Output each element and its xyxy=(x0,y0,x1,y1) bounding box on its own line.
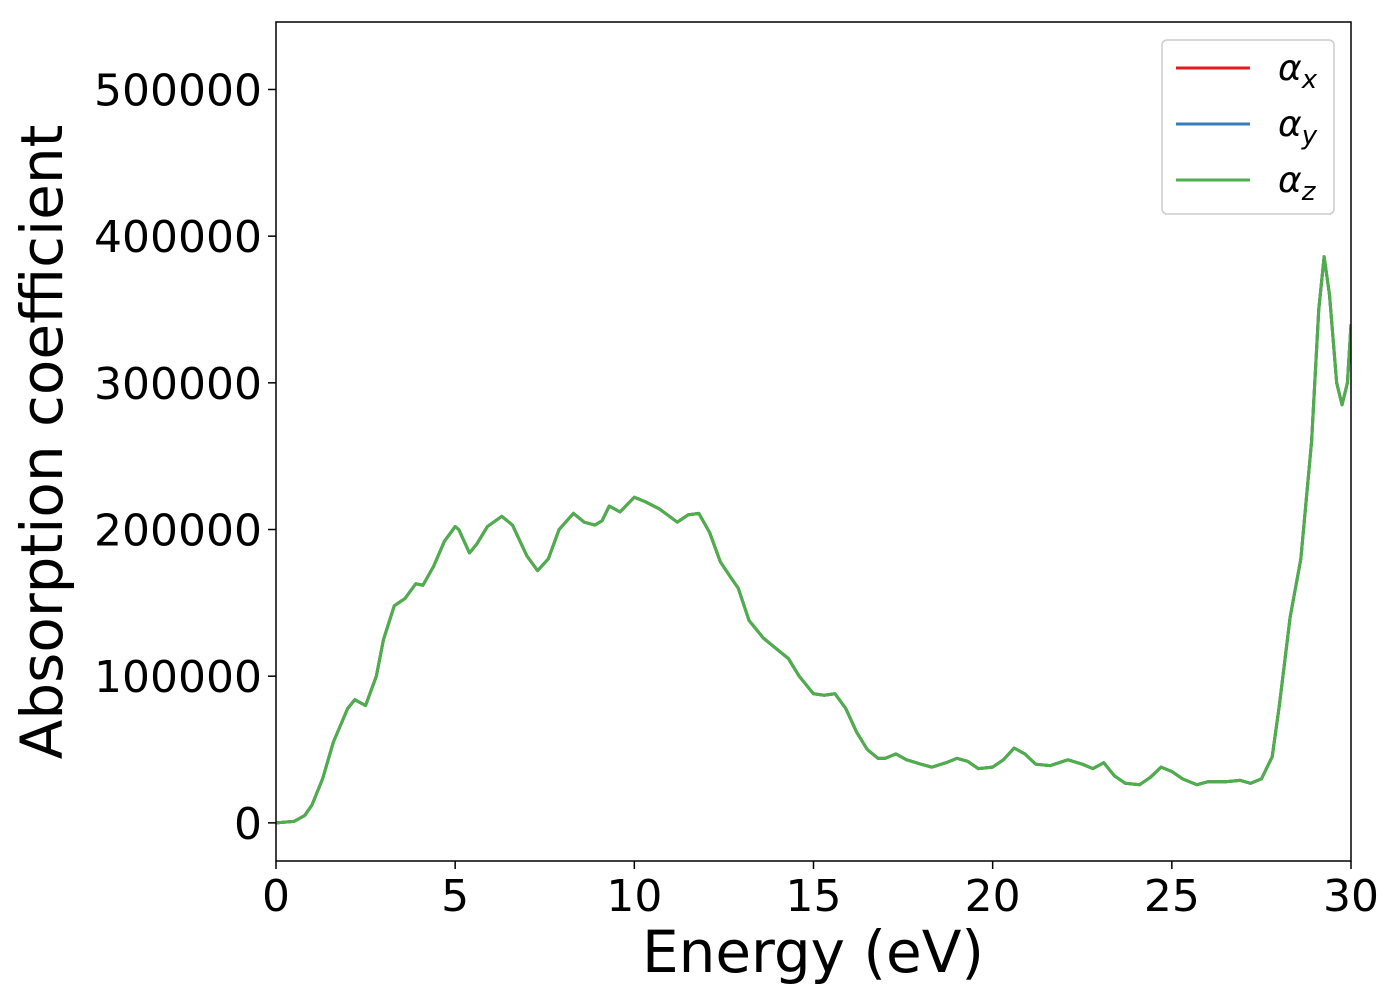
legend-label: αz xyxy=(1278,160,1317,207)
x-tick-label: 0 xyxy=(262,871,290,922)
plot-frame xyxy=(275,21,1352,862)
x-tick-label: 30 xyxy=(1323,871,1379,922)
x-tick-label: 10 xyxy=(606,871,662,922)
y-axis-label: Absorption coefficient xyxy=(8,125,76,760)
y-tick-label: 100000 xyxy=(94,652,262,703)
x-axis-label: Energy (eV) xyxy=(642,918,984,986)
x-tick-label: 5 xyxy=(441,871,469,922)
y-tick-label: 300000 xyxy=(94,359,262,410)
x-tick-label: 25 xyxy=(1144,871,1200,922)
y-tick-label: 200000 xyxy=(94,506,262,557)
series-line xyxy=(276,255,1351,825)
x-tick-label: 20 xyxy=(965,871,1021,922)
y-tick-label: 0 xyxy=(234,799,262,850)
legend-box xyxy=(1161,39,1335,215)
x-tick-label: 15 xyxy=(786,871,842,922)
y-tick-label: 500000 xyxy=(94,65,262,116)
legend-label: αy xyxy=(1278,104,1318,151)
legend-label: αx xyxy=(1278,48,1318,95)
y-tick-label: 400000 xyxy=(94,212,262,263)
